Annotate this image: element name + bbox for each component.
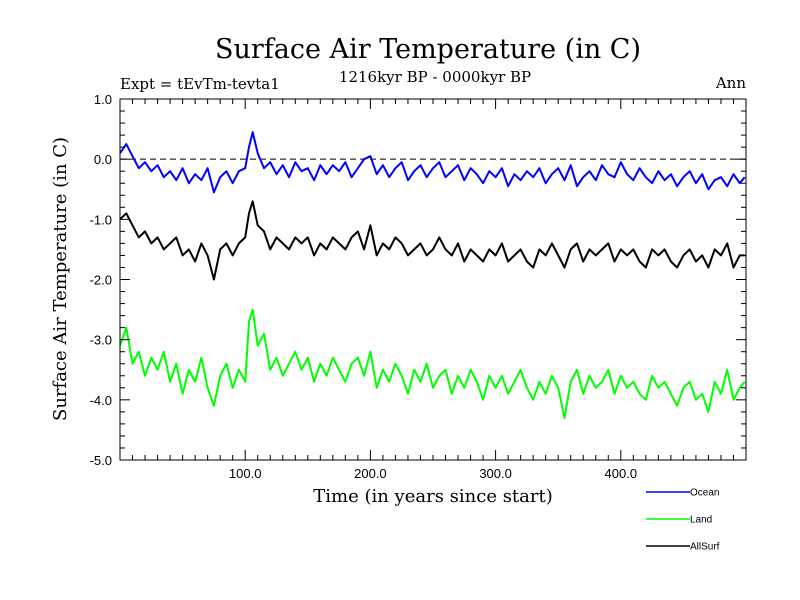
- y-tick-label: 0.0: [94, 152, 112, 167]
- series-line-land: [119, 308, 746, 419]
- time-range-label: 1216kyr BP - 0000kyr BP: [339, 68, 531, 86]
- legend: Ocean Land AllSurf: [646, 488, 720, 553]
- x-tick-label: 100.0: [229, 466, 262, 481]
- x-axis-label: Time (in years since start): [313, 486, 553, 507]
- axes-layer: 100.0 200.0 300.0 400.0 1.0 0.0 -1.0 -2.0 -3.0 -4…: [90, 92, 747, 481]
- series-layer: [119, 131, 746, 419]
- legend-label-land: Land: [690, 515, 712, 526]
- y-tick-label: -3.0: [90, 333, 112, 348]
- season-label: Ann: [715, 74, 746, 92]
- y-tick-label: -5.0: [90, 453, 112, 468]
- series-line-ocean: [119, 131, 746, 194]
- x-tick-label: 400.0: [605, 466, 638, 481]
- y-axis-label: Surface Air Temperature (in C): [50, 137, 71, 421]
- x-tick-label: 300.0: [479, 466, 512, 481]
- x-tick-label: 200.0: [354, 466, 387, 481]
- chart-title: Surface Air Temperature (in C): [215, 34, 641, 65]
- legend-label-allsurf: AllSurf: [690, 542, 720, 553]
- y-tick-label: 1.0: [94, 92, 112, 107]
- y-tick-label: -2.0: [90, 273, 112, 288]
- series-line-allsurf: [119, 200, 745, 281]
- y-tick-label: -1.0: [90, 212, 112, 227]
- experiment-label: Expt = tEvTm-tevta1: [120, 75, 280, 93]
- y-tick-label: -4.0: [90, 393, 112, 408]
- legend-label-ocean: Ocean: [690, 488, 719, 499]
